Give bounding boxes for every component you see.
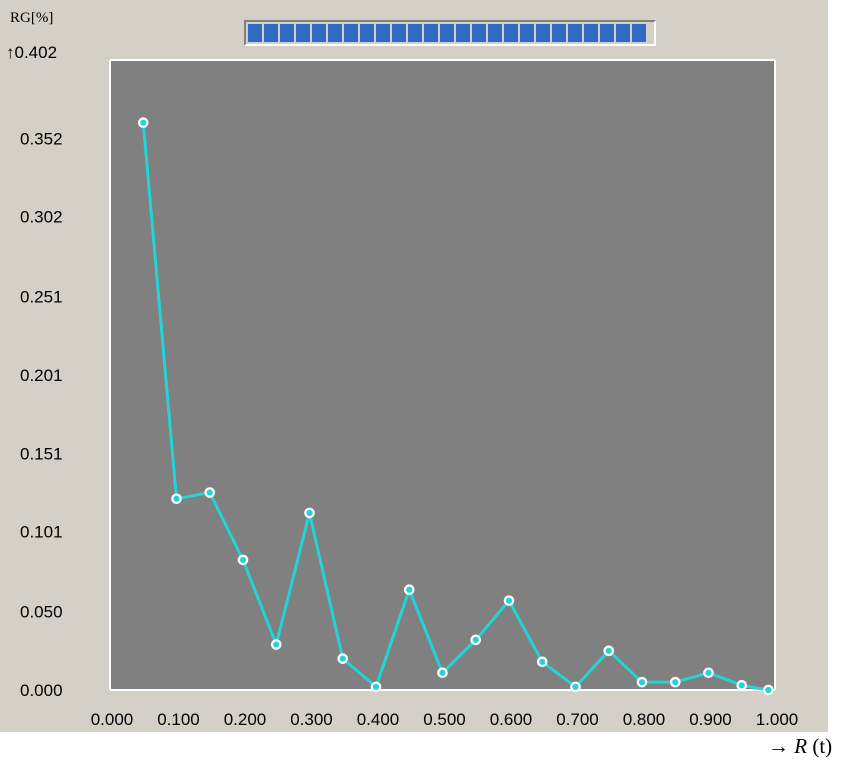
progress-bar bbox=[244, 20, 656, 46]
progress-block bbox=[360, 24, 374, 42]
progress-block bbox=[344, 24, 358, 42]
x-tick-label: 1.000 bbox=[756, 710, 799, 729]
x-tick-label: 0.200 bbox=[224, 710, 267, 729]
progress-block bbox=[376, 24, 390, 42]
x-tick-label: 0.000 bbox=[91, 710, 134, 729]
progress-block bbox=[440, 24, 454, 42]
progress-block bbox=[504, 24, 518, 42]
progress-block bbox=[280, 24, 294, 42]
x-tick-label: 0.300 bbox=[290, 710, 333, 729]
data-point-marker bbox=[470, 634, 482, 646]
y-tick-label: 0.201 bbox=[20, 366, 63, 385]
progress-block bbox=[520, 24, 534, 42]
progress-block bbox=[632, 24, 646, 42]
x-tick-label: 0.800 bbox=[623, 710, 666, 729]
y-tick-label: 0.302 bbox=[20, 208, 63, 227]
data-point-marker bbox=[636, 676, 648, 688]
y-tick-label: 0.352 bbox=[20, 129, 63, 148]
progress-block bbox=[584, 24, 598, 42]
x-tick-label: 0.900 bbox=[689, 710, 732, 729]
data-point-marker bbox=[669, 676, 681, 688]
series-line bbox=[141, 122, 769, 692]
progress-block bbox=[424, 24, 438, 42]
data-point-marker bbox=[603, 645, 615, 657]
data-point-marker bbox=[536, 656, 548, 668]
data-point-marker bbox=[503, 595, 515, 606]
data-point-marker bbox=[370, 681, 382, 693]
data-point-marker bbox=[763, 684, 774, 696]
progress-block bbox=[264, 24, 278, 42]
y-tick-label: 0.251 bbox=[20, 288, 63, 307]
progress-block bbox=[488, 24, 502, 42]
x-axis-arrow: → bbox=[768, 734, 789, 758]
x-axis-argument: (t) bbox=[812, 734, 833, 758]
data-point-marker bbox=[137, 117, 149, 128]
x-tick-label: 0.400 bbox=[357, 710, 400, 729]
y-tick-label: 0.050 bbox=[20, 603, 63, 622]
data-point-marker bbox=[570, 681, 581, 693]
progress-block bbox=[616, 24, 630, 42]
data-point-marker bbox=[703, 667, 714, 679]
progress-block bbox=[472, 24, 486, 42]
progress-block bbox=[600, 24, 614, 42]
data-point-marker bbox=[736, 679, 748, 691]
data-point-marker bbox=[237, 554, 249, 566]
x-tick-label: 0.500 bbox=[423, 710, 466, 729]
plot-area bbox=[110, 60, 775, 690]
data-point-marker bbox=[437, 667, 448, 679]
data-point-marker bbox=[403, 584, 415, 596]
progress-block bbox=[312, 24, 326, 42]
data-point-marker bbox=[337, 653, 349, 664]
x-axis-label: → R (t) bbox=[768, 734, 832, 759]
progress-block bbox=[296, 24, 310, 42]
progress-fill bbox=[248, 24, 646, 42]
progress-block bbox=[456, 24, 470, 42]
x-tick-label: 0.700 bbox=[556, 710, 599, 729]
y-axis-label: RG[%] bbox=[10, 10, 54, 26]
x-tick-label: 0.600 bbox=[490, 710, 533, 729]
progress-block bbox=[536, 24, 550, 42]
data-point-marker bbox=[204, 487, 216, 498]
data-point-marker bbox=[304, 507, 315, 519]
data-point-marker bbox=[270, 639, 282, 650]
progress-block bbox=[408, 24, 422, 42]
y-axis-top-tick-label: ↑0.402 bbox=[6, 43, 58, 62]
progress-block bbox=[552, 24, 566, 42]
x-axis-symbol: R bbox=[794, 734, 808, 758]
progress-block bbox=[568, 24, 582, 42]
y-tick-label: 0.101 bbox=[20, 523, 63, 542]
y-tick-label: 0.151 bbox=[20, 444, 63, 463]
data-point-marker bbox=[171, 493, 182, 505]
progress-block bbox=[328, 24, 342, 42]
x-tick-label: 0.100 bbox=[157, 710, 200, 729]
progress-block bbox=[392, 24, 406, 42]
y-tick-label: 0.000 bbox=[20, 681, 63, 700]
progress-block bbox=[248, 24, 262, 42]
